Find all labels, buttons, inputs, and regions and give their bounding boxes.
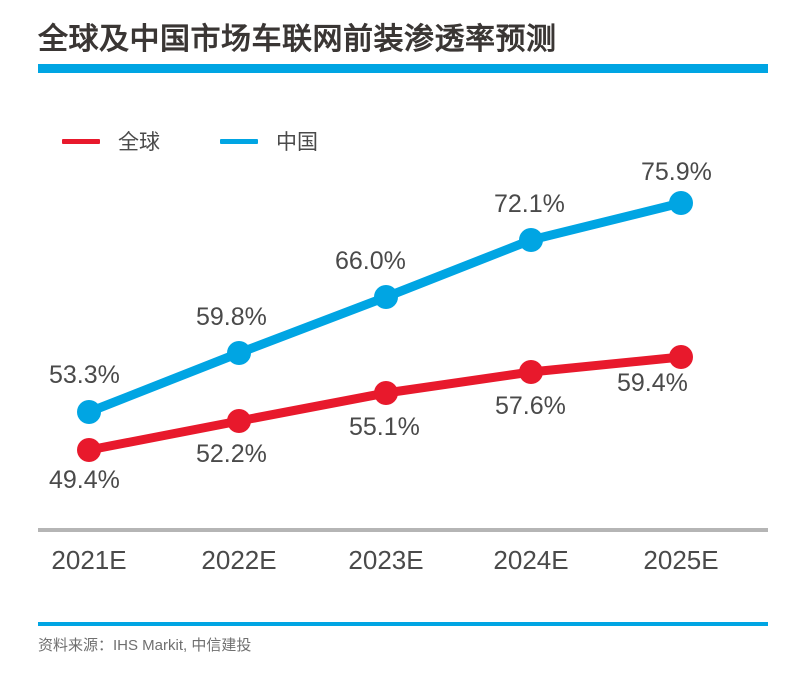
x-axis-labels: 2021E 2022E 2023E 2024E 2025E xyxy=(38,545,768,585)
source-note: 资料来源：IHS Markit, 中信建投 xyxy=(38,637,252,654)
data-point-global-2024e xyxy=(519,360,543,384)
data-label-china-2024e: 72.1% xyxy=(494,190,565,218)
x-axis-line xyxy=(38,528,768,532)
x-axis-tick-2023e: 2023E xyxy=(348,545,424,575)
data-point-global-2023e xyxy=(374,381,398,405)
footer-divider xyxy=(38,622,768,626)
legend-label-china: 中国 xyxy=(276,131,318,154)
legend-item-china: 中国 xyxy=(220,126,318,156)
x-axis-tick-2022e: 2022E xyxy=(201,545,277,575)
data-point-china-2024e xyxy=(519,228,543,252)
data-point-china-2025e xyxy=(669,191,693,215)
legend-swatch-global-icon xyxy=(62,138,100,144)
title-underline-bar xyxy=(38,64,768,73)
data-label-global-2023e: 55.1% xyxy=(349,413,420,441)
x-axis-tick-2025e: 2025E xyxy=(643,545,719,575)
data-point-global-2021e xyxy=(77,438,101,462)
data-point-china-2022e xyxy=(227,341,251,365)
data-label-china-2025e: 75.9% xyxy=(641,158,712,186)
data-point-global-2022e xyxy=(227,409,251,433)
data-label-global-2022e: 52.2% xyxy=(196,440,267,468)
x-axis-tick-2021e: 2021E xyxy=(51,545,127,575)
data-label-global-2024e: 57.6% xyxy=(495,392,566,420)
legend-swatch-china-icon xyxy=(220,138,258,144)
series-line-china xyxy=(84,198,686,417)
data-label-china-2023e: 66.0% xyxy=(335,247,406,275)
data-point-global-2025e xyxy=(669,345,693,369)
data-label-global-2021e: 49.4% xyxy=(49,466,120,494)
data-point-china-2023e xyxy=(374,285,398,309)
legend-label-global: 全球 xyxy=(118,131,160,154)
data-point-china-2021e xyxy=(77,400,101,424)
data-label-china-2021e: 53.3% xyxy=(49,361,120,389)
chart-legend: 全球 中国 xyxy=(62,126,378,156)
data-label-global-2025e: 59.4% xyxy=(617,369,688,397)
x-axis-tick-2024e: 2024E xyxy=(493,545,569,575)
page-title: 全球及中国市场车联网前装渗透率预测 xyxy=(38,23,557,56)
legend-item-global: 全球 xyxy=(62,126,160,156)
data-label-china-2022e: 59.8% xyxy=(196,303,267,331)
